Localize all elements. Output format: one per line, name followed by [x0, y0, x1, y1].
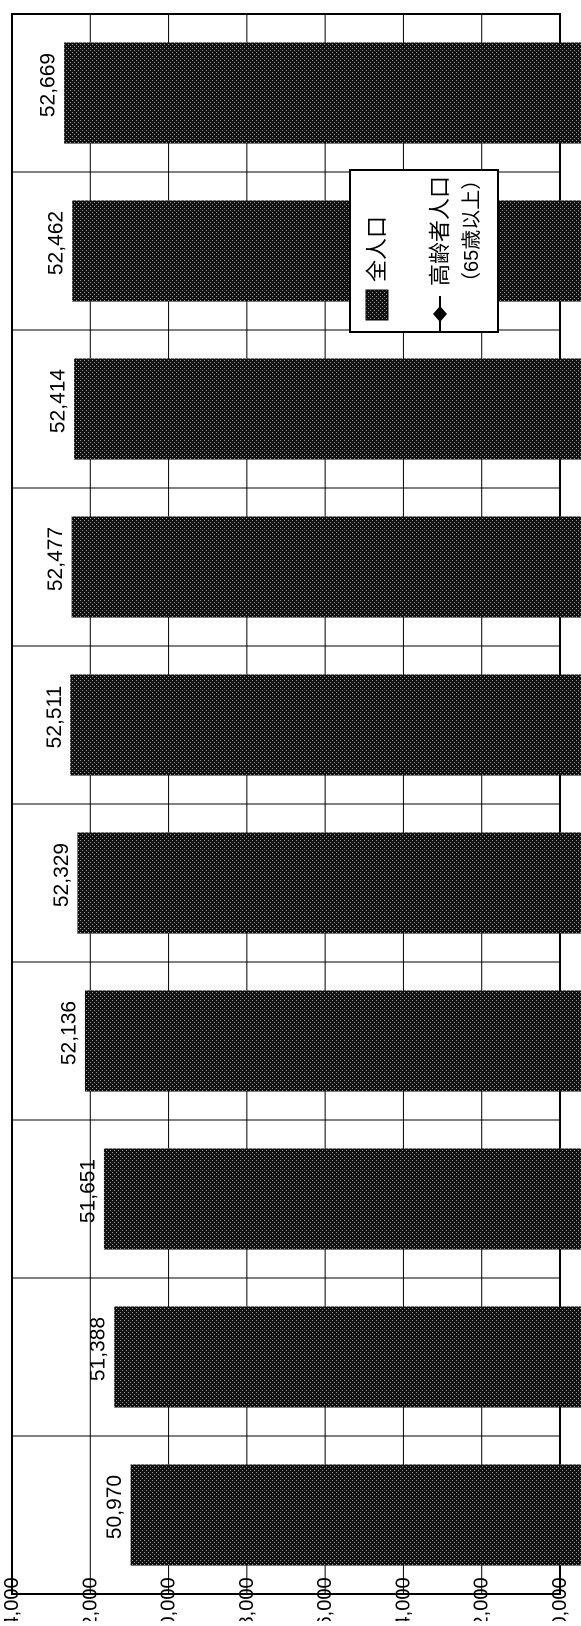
- data-label-total: 52,329: [50, 843, 73, 907]
- data-label-total: 52,511: [43, 686, 66, 749]
- bar-total-pop: [103, 1148, 581, 1250]
- y-tick-label: 42,000: [471, 1577, 493, 1621]
- legend-label-elderly-suffix: （65歳以上）: [460, 170, 483, 292]
- data-label-total: 51,388: [87, 1317, 110, 1381]
- data-label-total: 52,477: [44, 527, 67, 591]
- legend-label-elderly: 高齢者人口: [428, 176, 453, 286]
- bar-total-pop: [72, 200, 581, 302]
- bar-total-pop: [64, 42, 581, 144]
- data-label-total: 51,651: [76, 1159, 99, 1223]
- legend-diamond-marker: [433, 306, 447, 322]
- legend-label-total-pop: 全人口: [365, 216, 390, 282]
- data-label-total: 52,136: [57, 1001, 80, 1065]
- bar-total-pop: [71, 516, 581, 618]
- data-label-total: 52,669: [37, 53, 60, 117]
- bar-total-pop: [70, 674, 581, 776]
- legend-swatch-total-pop: [365, 289, 389, 321]
- y-tick-label: 52,000: [79, 1577, 101, 1621]
- bar-total-pop: [84, 990, 581, 1092]
- y-tick-label: 48,000: [236, 1577, 258, 1621]
- y-tick-label: 46,000: [314, 1577, 336, 1621]
- y-tick-label: 54,000: [1, 1577, 23, 1621]
- bar-total-pop: [114, 1306, 581, 1408]
- y-tick-label: 50,000: [158, 1577, 180, 1621]
- bar-total-pop: [130, 1464, 581, 1566]
- data-label-total: 52,414: [47, 369, 70, 434]
- bar-total-pop: [77, 832, 581, 934]
- data-label-total: 52,462: [45, 211, 68, 275]
- y-tick-label: 44,000: [392, 1577, 414, 1621]
- y-tick-label: 40,000: [549, 1577, 571, 1621]
- data-label-total: 50,970: [103, 1475, 126, 1539]
- bar-total-pop: [74, 358, 581, 460]
